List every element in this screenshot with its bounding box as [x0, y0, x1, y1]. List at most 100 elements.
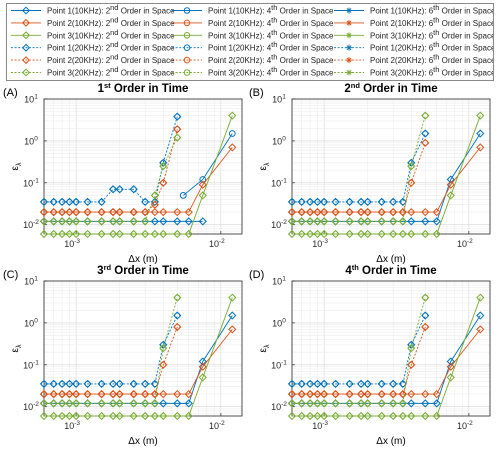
- data-point: [228, 130, 236, 137]
- data-point: [363, 217, 372, 226]
- data-point: [313, 389, 322, 399]
- data-point: [287, 207, 297, 217]
- legend-label: Point 1(20KHz): 4th Order in Space: [208, 40, 334, 53]
- data-point-ring: [116, 380, 123, 387]
- axes-box: [291, 98, 491, 235]
- data-point: [115, 207, 124, 217]
- data-point: [141, 411, 150, 421]
- data-point: [320, 229, 329, 239]
- data-point: [297, 399, 306, 408]
- data-point: [305, 207, 315, 217]
- data-point: [432, 389, 441, 399]
- data-point: [398, 399, 407, 408]
- data-point-ring: [288, 400, 295, 407]
- legend-entry: Point 3(20KHz): 2nd Order in Space: [11, 65, 175, 78]
- y-tick-label: 10-2: [271, 219, 287, 230]
- data-point: [97, 197, 106, 207]
- data-point: [173, 217, 182, 226]
- series: [287, 129, 430, 207]
- data-point: [65, 399, 74, 408]
- data-point: [297, 411, 306, 421]
- data-point: [97, 229, 106, 239]
- data-point: [173, 125, 182, 134]
- y-tick-label: 10-2: [23, 219, 39, 230]
- y-tick-label: 10-1: [271, 177, 287, 188]
- data-point: [39, 389, 49, 399]
- legend-label: Point 2(10KHz): 2nd Order in Space: [47, 15, 175, 28]
- axes-box: [291, 280, 491, 417]
- data-point-ring: [358, 198, 365, 205]
- data-point-ring: [41, 391, 48, 398]
- data-point: [356, 389, 366, 399]
- data-point-ring: [59, 198, 66, 205]
- series: [39, 217, 207, 226]
- data-point: [108, 229, 118, 239]
- y-tick-label: 101: [272, 276, 286, 287]
- data-point: [398, 217, 407, 226]
- series: [287, 311, 430, 389]
- data-point-ring: [378, 380, 385, 387]
- series: [39, 311, 182, 389]
- data-point: [377, 217, 386, 226]
- series-group: [287, 293, 485, 421]
- data-point: [446, 180, 455, 189]
- data-point: [39, 411, 49, 421]
- data-point: [345, 217, 354, 226]
- data-point: [421, 293, 430, 302]
- legend-label: Point 2(10KHz): 4th Order in Space: [208, 15, 334, 28]
- series: [287, 293, 485, 421]
- data-point: [141, 197, 150, 207]
- data-point: [287, 411, 297, 421]
- data-point: [356, 217, 366, 226]
- data-point: [129, 389, 138, 399]
- data-point-ring: [298, 198, 305, 205]
- data-point: [72, 389, 81, 399]
- data-point: [184, 217, 193, 226]
- data-point: [72, 411, 81, 421]
- data-point-ring: [174, 113, 181, 120]
- data-point-ring: [73, 198, 80, 205]
- data-point: [356, 207, 366, 217]
- data-point-ring: [288, 218, 295, 225]
- data-point: [49, 197, 58, 207]
- legend-entry: Point 2(10KHz): 4th Order in Space: [172, 15, 334, 28]
- series-line: [44, 147, 233, 213]
- data-point-ring: [422, 130, 429, 137]
- data-point: [446, 175, 455, 184]
- data-point: [150, 411, 159, 421]
- data-point-ring: [73, 218, 80, 225]
- data-point: [141, 207, 150, 217]
- data-point: [320, 399, 329, 408]
- data-point-ring: [41, 380, 48, 387]
- series-line: [44, 116, 178, 203]
- data-point: [108, 207, 118, 217]
- data-point: [159, 389, 168, 399]
- series-line: [44, 315, 233, 404]
- data-point: [377, 197, 386, 207]
- data-point-ring: [142, 380, 149, 387]
- data-point: [287, 399, 297, 408]
- data-point: [198, 180, 207, 189]
- data-point: [407, 344, 416, 353]
- data-point: [49, 217, 58, 226]
- data-point: [39, 399, 49, 408]
- data-point: [159, 344, 168, 353]
- data-point: [320, 389, 329, 399]
- data-point-ring: [314, 218, 321, 225]
- legend-marker: [346, 7, 352, 14]
- series: [287, 129, 485, 226]
- series: [179, 130, 236, 199]
- data-point: [421, 138, 430, 147]
- series-line: [44, 297, 233, 417]
- data-point: [108, 217, 118, 226]
- data-point: [97, 411, 106, 421]
- series: [287, 111, 485, 239]
- legend-label: Point 2(20KHz): 4th Order in Space: [208, 53, 334, 66]
- data-point-ring: [174, 323, 181, 330]
- data-point: [421, 207, 430, 217]
- data-point: [356, 389, 366, 399]
- data-point: [72, 389, 81, 399]
- data-point: [398, 197, 407, 207]
- data-point: [476, 293, 485, 302]
- x-tick-label: 10-2: [209, 238, 225, 249]
